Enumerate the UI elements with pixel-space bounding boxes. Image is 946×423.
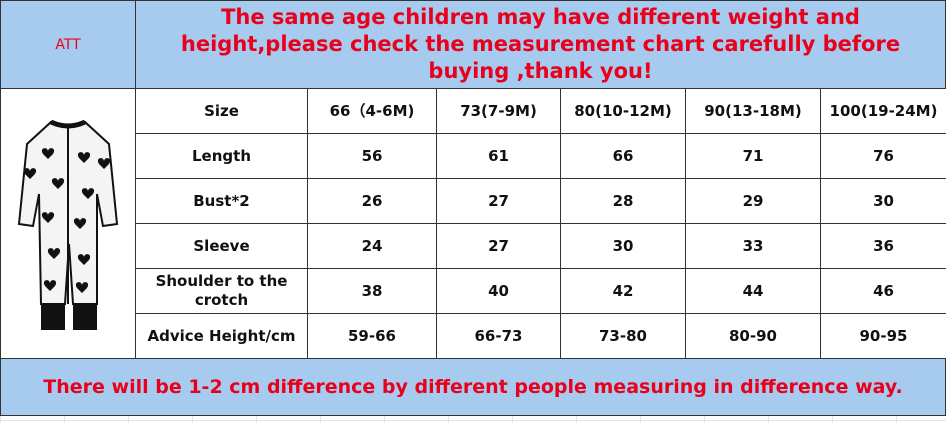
row-label: Bust*2	[135, 178, 308, 224]
column-header: 73(7-9M)	[436, 88, 561, 134]
table-cell: 46	[820, 268, 946, 314]
column-header: 80(10-12M)	[560, 88, 686, 134]
table-cell: 26	[307, 178, 437, 224]
table-cell: 29	[685, 178, 821, 224]
table-cell: 44	[685, 268, 821, 314]
table-cell: 73-80	[560, 313, 686, 359]
table-cell: 30	[820, 178, 946, 224]
footer-note: There will be 1-2 cm difference by diffe…	[0, 358, 946, 416]
table-cell: 66-73	[436, 313, 561, 359]
table-cell: 38	[307, 268, 437, 314]
row-label: Length	[135, 133, 308, 179]
table-cell: 66	[560, 133, 686, 179]
table-cell: 80-90	[685, 313, 821, 359]
table-cell: 42	[560, 268, 686, 314]
notice: The same age children may have different…	[135, 0, 946, 89]
table-cell: 27	[436, 223, 561, 269]
table-cell: 40	[436, 268, 561, 314]
product-image-cell	[0, 88, 136, 359]
row-header: Size	[135, 88, 308, 134]
row-label: Advice Height/cm	[135, 313, 308, 359]
table-cell: 76	[820, 133, 946, 179]
romper-image	[17, 119, 119, 330]
table-cell: 59-66	[307, 313, 437, 359]
row-label: Shoulder to the crotch	[135, 268, 308, 314]
table-cell: 28	[560, 178, 686, 224]
table-cell: 61	[436, 133, 561, 179]
table-cell: 27	[436, 178, 561, 224]
table-cell: 56	[307, 133, 437, 179]
table-cell: 24	[307, 223, 437, 269]
column-header: 90(13-18M)	[685, 88, 821, 134]
table-cell: 36	[820, 223, 946, 269]
table-cell: 90-95	[820, 313, 946, 359]
column-header: 100(19-24M)	[820, 88, 946, 134]
corner-label: ATT	[0, 0, 136, 89]
column-header: 66（4-6M)	[307, 88, 437, 134]
table-cell: 71	[685, 133, 821, 179]
table-cell: 33	[685, 223, 821, 269]
table-cell: 30	[560, 223, 686, 269]
row-label: Sleeve	[135, 223, 308, 269]
